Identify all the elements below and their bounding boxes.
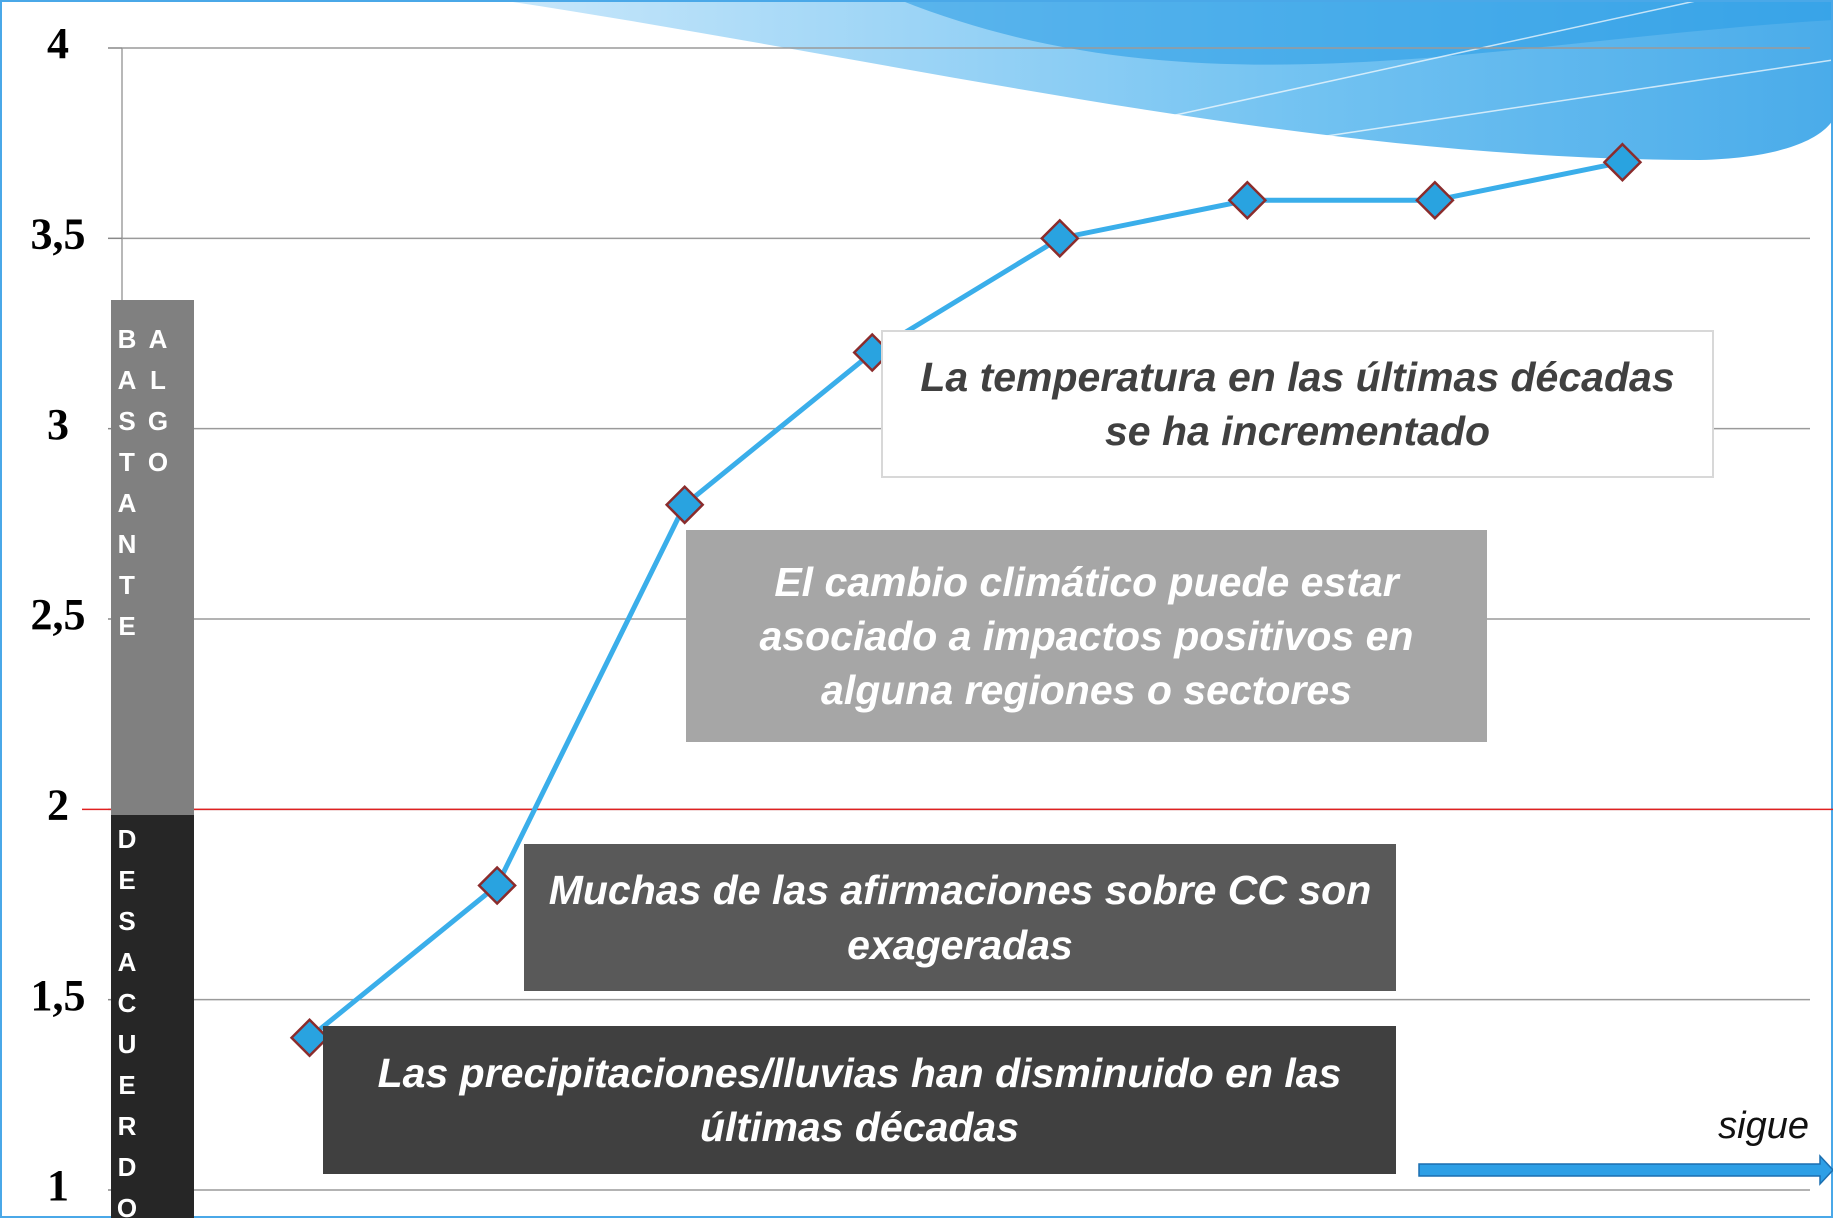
next-arrow [1419,1156,1833,1184]
y-tick-label: 3 [47,400,69,449]
y-tick-label: 4 [47,19,69,68]
data-point [1042,220,1078,256]
annotation: Las precipitaciones/lluvias han disminui… [323,1026,1396,1174]
side-label: BASTANTE ALGO [111,300,194,815]
data-point [1417,182,1453,218]
y-tick-label: 2 [47,780,69,829]
y-tick-label: 1,5 [31,971,86,1020]
annotation: Muchas de las afirmaciones sobre CC son … [524,844,1396,991]
data-point [1229,182,1265,218]
next-label[interactable]: sigue [1718,1105,1809,1148]
y-tick-label: 3,5 [31,209,86,258]
side-label: DESACUERDO [111,815,194,1218]
annotation: El cambio climático puede estar asociado… [686,530,1487,742]
annotation: La temperatura en las últimas décadas se… [881,330,1714,478]
y-tick-label: 2,5 [31,590,86,639]
y-tick-label: 1 [47,1161,69,1210]
slide: 1 1,5 2 2,5 3 3,5 4 BASTANTE ALGO DESACUERDO L… [0,0,1833,1218]
